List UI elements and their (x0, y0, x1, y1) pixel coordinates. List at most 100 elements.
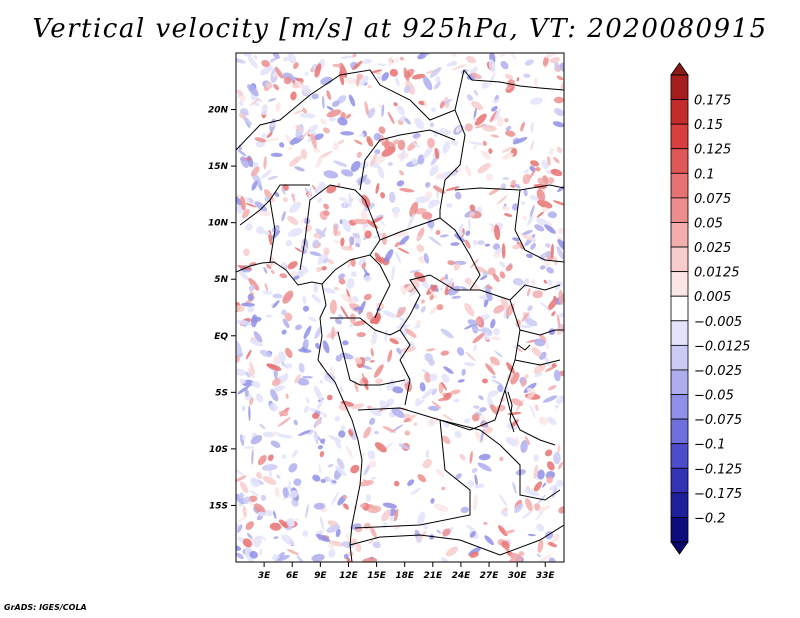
velocity-patch (557, 462, 564, 470)
velocity-patch (273, 510, 277, 519)
velocity-patch (469, 531, 476, 538)
velocity-patch (512, 278, 524, 286)
velocity-patch (452, 64, 467, 70)
velocity-patch (488, 148, 493, 154)
colorbar-label: 0.125 (694, 143, 731, 158)
velocity-patch (489, 404, 499, 415)
velocity-patch (274, 486, 280, 498)
velocity-patch (239, 378, 246, 385)
velocity-patch (513, 503, 524, 514)
velocity-patch (464, 165, 472, 177)
velocity-patch (533, 454, 539, 462)
velocity-patch (410, 487, 421, 495)
velocity-patch (427, 137, 435, 149)
velocity-patch (291, 193, 296, 203)
velocity-patch (499, 53, 506, 57)
velocity-patch (352, 218, 369, 225)
velocity-patch (471, 101, 483, 111)
velocity-patch (403, 67, 410, 82)
velocity-patch (297, 270, 306, 277)
velocity-patch (259, 548, 263, 556)
velocity-patch (259, 423, 266, 430)
velocity-patch (359, 503, 366, 508)
velocity-patch (491, 379, 503, 385)
velocity-patch (553, 451, 561, 465)
velocity-patch (256, 209, 272, 217)
velocity-patch (465, 55, 477, 64)
velocity-patch (320, 76, 333, 86)
velocity-patch (399, 188, 415, 193)
velocity-patch (483, 332, 490, 341)
velocity-patch (337, 95, 347, 104)
velocity-patch (389, 508, 397, 517)
velocity-patch (404, 430, 411, 436)
velocity-patch (483, 521, 488, 526)
colorbar-label: −0.025 (694, 364, 742, 379)
velocity-patch (346, 556, 352, 562)
velocity-patch (282, 318, 290, 329)
velocity-patch (381, 232, 387, 246)
velocity-patch (302, 295, 307, 305)
velocity-patch (358, 75, 369, 86)
velocity-patch (441, 435, 451, 444)
colorbar-swatch (670, 74, 689, 100)
velocity-patch (245, 349, 252, 360)
velocity-patch (475, 318, 482, 325)
velocity-patch (323, 170, 339, 179)
velocity-patch (313, 434, 319, 441)
border-line (439, 419, 561, 501)
velocity-patch (382, 521, 388, 529)
velocity-patch (389, 68, 398, 77)
velocity-patch (547, 211, 557, 219)
velocity-patch (552, 200, 564, 206)
border-line (354, 407, 471, 529)
velocity-patch (557, 239, 564, 251)
velocity-patch (266, 137, 280, 142)
velocity-patch (391, 206, 401, 215)
velocity-patch (254, 201, 268, 212)
velocity-patch (372, 541, 381, 549)
velocity-patch (444, 273, 449, 280)
velocity-patch (315, 342, 321, 349)
x-tick-label: 3E (258, 571, 271, 581)
velocity-patch (487, 72, 496, 87)
velocity-patch (400, 346, 416, 353)
y-tick-label: 20N (208, 106, 229, 116)
velocity-patch (388, 191, 396, 203)
velocity-patch (477, 462, 492, 472)
velocity-patch (544, 356, 552, 368)
velocity-patch (465, 230, 471, 236)
velocity-patch (341, 218, 352, 233)
velocity-patch (436, 468, 444, 477)
velocity-patch (320, 478, 326, 484)
velocity-patch (461, 368, 466, 376)
velocity-patch (338, 403, 349, 411)
colorbar-swatch (670, 222, 689, 248)
border-line (349, 524, 564, 556)
velocity-patch (512, 481, 517, 494)
plot-frame (235, 52, 565, 563)
velocity-patch (290, 91, 297, 101)
velocity-patch (253, 102, 260, 107)
velocity-patch (546, 343, 550, 349)
velocity-patch (280, 262, 287, 269)
velocity-patch (430, 498, 435, 504)
velocity-patch (237, 149, 247, 157)
velocity-patch (250, 166, 260, 177)
velocity-patch (370, 152, 378, 167)
velocity-patch (343, 553, 349, 559)
velocity-patch (248, 489, 260, 497)
velocity-patch (338, 430, 346, 438)
velocity-patch (269, 403, 278, 412)
velocity-patch (506, 362, 515, 374)
velocity-patch (369, 526, 378, 539)
velocity-patch (326, 90, 332, 100)
velocity-patch (393, 102, 398, 107)
velocity-patch (501, 146, 514, 153)
velocity-patch (363, 356, 371, 362)
velocity-patch (358, 300, 366, 315)
velocity-patch (375, 182, 380, 194)
border-line (236, 69, 465, 151)
velocity-patch (293, 62, 299, 70)
velocity-patch (329, 366, 334, 377)
